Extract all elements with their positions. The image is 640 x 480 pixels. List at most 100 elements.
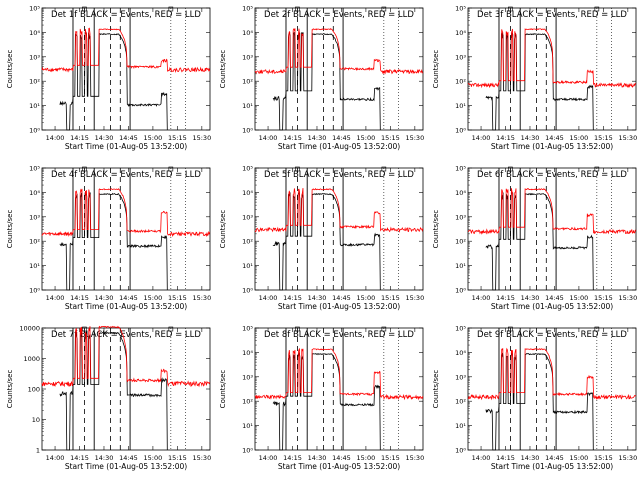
y-tick-label: 10¹ — [455, 102, 466, 110]
chart-panel-4: Det 4f BLACK = Events, RED = LLD Counts/s… — [6, 165, 211, 312]
series-red-lld — [254, 188, 424, 233]
x-tick-label: 14:00 — [472, 134, 491, 142]
marker-box — [168, 326, 174, 332]
y-tick-label: 10⁴ — [29, 29, 40, 37]
series-red-lld — [467, 347, 637, 401]
y-tick-label: 10³ — [242, 213, 253, 221]
series-black-events — [485, 352, 594, 451]
y-tick-label: 10³ — [29, 213, 40, 221]
plot-frame — [254, 327, 424, 451]
marker-box — [82, 326, 87, 332]
series-red-lld — [41, 27, 211, 74]
marker-box — [508, 6, 513, 12]
y-axis-label: Counts/sec — [6, 370, 14, 409]
y-tick-label: 10⁰ — [29, 287, 40, 295]
x-tick-label: 15:00 — [144, 454, 163, 462]
x-tick-label: 15:15 — [594, 134, 613, 142]
chart-title: Det 2f BLACK = Events, RED = LLD — [264, 10, 414, 20]
series-black-events — [59, 330, 168, 451]
y-tick-label: 1 — [36, 447, 40, 455]
marker-box — [295, 6, 300, 12]
x-tick-label: 14:30 — [521, 294, 540, 302]
y-tick-label: 10² — [242, 398, 253, 406]
chart-panel-3: Det 3f BLACK = Events, RED = LLD Counts/s… — [432, 5, 637, 152]
chart-title: Det 6f BLACK = Events, RED = LLD — [477, 170, 627, 180]
y-tick-label: 10 — [32, 416, 40, 424]
x-tick-label: 14:15 — [283, 134, 302, 142]
x-tick-label: 14:30 — [95, 454, 114, 462]
x-tick-label: 15:30 — [192, 294, 211, 302]
y-tick-label: 10³ — [455, 213, 466, 221]
y-tick-label: 10² — [455, 78, 466, 86]
y-tick-label: 10⁴ — [29, 189, 40, 197]
plot-frame — [41, 327, 211, 451]
y-tick-label: 10¹ — [242, 422, 253, 430]
x-tick-label: 15:30 — [405, 294, 424, 302]
x-tick-label: 14:45 — [332, 294, 351, 302]
x-axis-label: Start Time (01-Aug-05 13:52:00) — [278, 462, 400, 471]
series-black-events — [272, 191, 381, 291]
x-tick-label: 14:00 — [259, 294, 278, 302]
y-tick-label: 10⁴ — [242, 29, 253, 37]
y-tick-label: 10⁴ — [455, 189, 466, 197]
marker-box — [295, 166, 300, 172]
y-tick-label: 10³ — [242, 53, 253, 61]
plot-frame — [467, 7, 637, 131]
x-tick-label: 15:30 — [405, 454, 424, 462]
y-tick-label: 10⁰ — [455, 127, 466, 135]
y-tick-label: 10¹ — [455, 422, 466, 430]
y-tick-label: 10² — [242, 238, 253, 246]
x-tick-label: 14:45 — [119, 134, 138, 142]
series-red-lld — [41, 188, 211, 238]
y-tick-label: 10⁰ — [29, 127, 40, 135]
x-tick-label: 15:00 — [144, 134, 163, 142]
x-tick-label: 14:45 — [545, 134, 564, 142]
x-tick-label: 14:00 — [472, 454, 491, 462]
chart-panel-8: Det 8f BLACK = Events, RED = LLD Counts/s… — [219, 325, 424, 472]
x-tick-label: 14:45 — [119, 454, 138, 462]
chart-title: Det 8f BLACK = Events, RED = LLD — [264, 330, 414, 340]
chart-title: Det 9f BLACK = Events, RED = LLD — [477, 330, 627, 340]
chart-title: Det 7f BLACK = Events, RED = LLD — [51, 330, 201, 340]
series-black-events — [485, 192, 594, 291]
x-tick-label: 14:15 — [70, 134, 89, 142]
y-tick-label: 10³ — [29, 53, 40, 61]
y-tick-label: 10⁰ — [455, 447, 466, 455]
x-tick-label: 15:15 — [594, 294, 613, 302]
x-axis-label: Start Time (01-Aug-05 13:52:00) — [491, 462, 613, 471]
y-tick-label: 10² — [29, 238, 40, 246]
x-tick-label: 14:00 — [259, 454, 278, 462]
series-red-lld — [254, 28, 424, 75]
chart-title: Det 5f BLACK = Events, RED = LLD — [264, 170, 414, 180]
y-tick-label: 10⁴ — [242, 349, 253, 357]
chart-panel-2: Det 2f BLACK = Events, RED = LLD Counts/s… — [219, 5, 424, 152]
x-axis-label: Start Time (01-Aug-05 13:52:00) — [65, 142, 187, 151]
marker-box — [82, 6, 87, 12]
x-tick-label: 14:45 — [119, 294, 138, 302]
y-tick-label: 10¹ — [29, 262, 40, 270]
y-tick-label: 10¹ — [455, 262, 466, 270]
y-tick-label: 10² — [242, 78, 253, 86]
series-red-lld — [467, 188, 636, 235]
marker-box — [508, 326, 513, 332]
x-tick-label: 14:30 — [521, 134, 540, 142]
marker-box — [508, 166, 513, 172]
y-tick-label: 10⁵ — [242, 165, 253, 173]
x-tick-label: 14:45 — [545, 454, 564, 462]
y-tick-label: 100 — [28, 386, 40, 394]
y-tick-label: 10⁴ — [455, 349, 466, 357]
marker-box — [381, 326, 387, 332]
x-tick-label: 14:30 — [308, 294, 327, 302]
y-axis-label: Counts/sec — [432, 210, 440, 249]
x-tick-label: 15:00 — [570, 294, 589, 302]
series-black-events — [59, 31, 168, 131]
x-tick-label: 15:15 — [381, 294, 400, 302]
x-tick-label: 14:45 — [545, 294, 564, 302]
series-black-events — [272, 352, 381, 451]
y-tick-label: 10⁰ — [242, 127, 253, 135]
plot-frame — [41, 7, 211, 131]
x-tick-label: 14:15 — [496, 134, 515, 142]
y-tick-label: 10⁵ — [29, 5, 40, 13]
x-axis-label: Start Time (01-Aug-05 13:52:00) — [65, 302, 187, 311]
y-tick-label: 10² — [29, 78, 40, 86]
